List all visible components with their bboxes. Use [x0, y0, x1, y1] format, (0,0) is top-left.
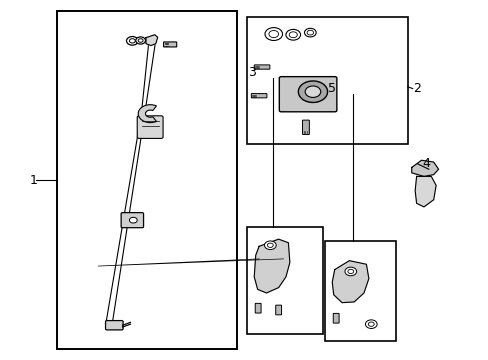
FancyBboxPatch shape: [105, 320, 123, 330]
Circle shape: [347, 269, 353, 274]
Text: 1: 1: [30, 174, 38, 186]
Circle shape: [306, 30, 313, 35]
Circle shape: [367, 322, 373, 326]
Polygon shape: [254, 239, 289, 293]
FancyBboxPatch shape: [332, 314, 338, 323]
Text: 5: 5: [328, 82, 336, 95]
Circle shape: [344, 267, 356, 276]
FancyBboxPatch shape: [279, 77, 336, 112]
Circle shape: [136, 37, 145, 44]
Text: 3: 3: [248, 66, 256, 79]
Circle shape: [267, 243, 273, 247]
Text: 4: 4: [422, 157, 429, 170]
Polygon shape: [414, 176, 435, 207]
Circle shape: [365, 320, 376, 328]
Polygon shape: [331, 261, 368, 303]
Circle shape: [298, 81, 327, 103]
Circle shape: [305, 86, 320, 98]
FancyBboxPatch shape: [121, 213, 143, 228]
Bar: [246, 17, 407, 144]
Wedge shape: [138, 105, 156, 123]
Bar: [246, 226, 322, 334]
Circle shape: [268, 31, 278, 37]
FancyBboxPatch shape: [255, 303, 261, 313]
Circle shape: [264, 28, 282, 41]
Circle shape: [138, 39, 143, 42]
FancyBboxPatch shape: [275, 305, 281, 315]
Circle shape: [285, 30, 300, 40]
Polygon shape: [146, 35, 158, 45]
FancyBboxPatch shape: [137, 116, 163, 138]
Circle shape: [264, 241, 276, 249]
FancyBboxPatch shape: [251, 94, 266, 98]
Circle shape: [129, 217, 137, 223]
FancyBboxPatch shape: [163, 42, 176, 47]
Bar: [325, 241, 395, 341]
Text: 2: 2: [412, 82, 420, 95]
Bar: [57, 12, 237, 348]
Circle shape: [129, 39, 135, 43]
Circle shape: [126, 37, 138, 45]
FancyBboxPatch shape: [302, 120, 309, 134]
Circle shape: [304, 28, 316, 37]
Polygon shape: [411, 160, 438, 176]
FancyBboxPatch shape: [254, 65, 269, 69]
Circle shape: [288, 32, 297, 38]
